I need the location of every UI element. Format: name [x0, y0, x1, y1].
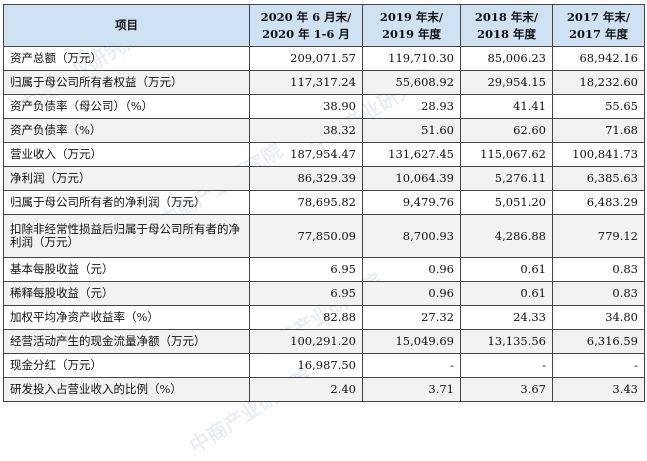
row-value: 85,006.23	[460, 46, 553, 71]
row-value: 3.67	[460, 377, 553, 402]
row-value: 10,064.39	[362, 166, 461, 191]
financial-summary-table: 项目 2020 年 6 月末/ 2020 年 1-6 月 2019 年末/ 20…	[3, 4, 645, 402]
row-value: 100,291.20	[249, 329, 363, 354]
table-row: 归属于母公司所有者的净利润（万元） 78,695.82 9,479.76 5,051.…	[3, 190, 645, 215]
row-label: 归属于母公司所有者权益（万元）	[3, 70, 250, 95]
row-value: 3.43	[552, 377, 645, 402]
row-label: 资产总额（万元）	[3, 46, 250, 71]
header-2017: 2017 年末/ 2017 年度	[552, 4, 645, 47]
row-label: 现金分红（万元）	[3, 353, 250, 378]
row-label: 研发投入占营业收入的比例（%）	[3, 377, 250, 402]
table-row: 基本每股收益（元） 6.95 0.96 0.61 0.83	[3, 257, 645, 282]
table-row: 加权平均净资产收益率（%） 82.88 27.32 24.33 34.80	[3, 305, 645, 330]
row-value: 82.88	[249, 305, 363, 330]
row-value: 0.96	[362, 257, 461, 282]
row-label: 加权平均净资产收益率（%）	[3, 305, 250, 330]
row-value: 86,329.39	[249, 166, 363, 191]
table-row: 扣除非经常性损益后归属于母公司所有者的净利润（万元） 77,850.09 8,700…	[3, 214, 645, 258]
row-label: 资产负债率（%）	[3, 118, 250, 143]
row-value: 38.32	[249, 118, 363, 143]
row-value: 6.95	[249, 257, 363, 282]
row-value: 71.68	[552, 118, 645, 143]
header-2020h1: 2020 年 6 月末/ 2020 年 1-6 月	[249, 4, 363, 47]
table-row: 归属于母公司所有者权益（万元） 117,317.24 55,608.92 29,954…	[3, 70, 645, 95]
header-2019: 2019 年末/ 2019 年度	[362, 4, 461, 47]
row-value: 2.40	[249, 377, 363, 402]
row-label: 经营活动产生的现金流量净额（万元）	[3, 329, 250, 354]
row-label: 资产负债率（母公司）（%）	[3, 94, 250, 119]
row-value: 5,276.11	[460, 166, 553, 191]
row-value: 62.60	[460, 118, 553, 143]
row-value: 187,954.47	[249, 142, 363, 167]
row-value: 51.60	[362, 118, 461, 143]
header-2018: 2018 年末/ 2018 年度	[460, 4, 553, 47]
header-item: 项目	[3, 4, 250, 47]
row-value: 9,479.76	[362, 190, 461, 215]
row-value: 24.33	[460, 305, 553, 330]
row-label: 归属于母公司所有者的净利润（万元）	[3, 190, 250, 215]
row-value: 3.71	[362, 377, 461, 402]
row-value: 119,710.30	[362, 46, 461, 71]
table-header-row: 项目 2020 年 6 月末/ 2020 年 1-6 月 2019 年末/ 20…	[3, 4, 645, 47]
row-value: 6.95	[249, 281, 363, 306]
row-value: 77,850.09	[249, 214, 363, 258]
row-value: 18,232.60	[552, 70, 645, 95]
table-body: 资产总额（万元） 209,071.57 119,710.30 85,006.23 68,…	[3, 46, 645, 402]
table-row: 资产负债率（母公司）（%） 38.90 28.93 41.41 55.65	[3, 94, 645, 119]
table-row: 现金分红（万元） 16,987.50- - -	[3, 353, 645, 378]
row-label: 扣除非经常性损益后归属于母公司所有者的净利润（万元）	[3, 214, 250, 258]
row-value: 0.96	[362, 281, 461, 306]
row-value: 0.61	[460, 281, 553, 306]
row-value: 100,841.73	[552, 142, 645, 167]
row-value: 6,385.63	[552, 166, 645, 191]
row-value: 0.61	[460, 257, 553, 282]
row-value: 16,987.50	[249, 353, 363, 378]
row-value: 0.83	[552, 257, 645, 282]
row-value: 29,954.15	[460, 70, 553, 95]
row-value: -	[362, 353, 461, 378]
row-value: 38.90	[249, 94, 363, 119]
row-value: 8,700.93	[362, 214, 461, 258]
row-value: 779.12	[552, 214, 645, 258]
row-value: 27.32	[362, 305, 461, 330]
row-value: 13,135.56	[460, 329, 553, 354]
row-label: 基本每股收益（元）	[3, 257, 250, 282]
row-value: 6,483.29	[552, 190, 645, 215]
row-value: 5,051.20	[460, 190, 553, 215]
table-row: 营业收入（万元） 187,954.47 131,627.45 115,067.62 10…	[3, 142, 645, 167]
row-label: 净利润（万元）	[3, 166, 250, 191]
table-row: 经营活动产生的现金流量净额（万元） 100,291.20 15,049.69 13,1…	[3, 329, 645, 354]
table-row: 净利润（万元） 86,329.39 10,064.39 5,276.11 6,385.6…	[3, 166, 645, 191]
row-value: 55,608.92	[362, 70, 461, 95]
row-value: 68,942.16	[552, 46, 645, 71]
row-value: 131,627.45	[362, 142, 461, 167]
row-label: 稀释每股收益（元）	[3, 281, 250, 306]
table-row: 资产总额（万元） 209,071.57 119,710.30 85,006.23 68,…	[3, 46, 645, 71]
row-value: 117,317.24	[249, 70, 363, 95]
row-value: 4,286.88	[460, 214, 553, 258]
table-row: 稀释每股收益（元） 6.95 0.96 0.61 0.83	[3, 281, 645, 306]
row-value: 6,316.59	[552, 329, 645, 354]
table-row: 资产负债率（%） 38.32 51.60 62.60 71.68	[3, 118, 645, 143]
row-value: 15,049.69	[362, 329, 461, 354]
row-value: -	[460, 353, 553, 378]
row-value: 41.41	[460, 94, 553, 119]
row-value: 209,071.57	[249, 46, 363, 71]
table-row: 研发投入占营业收入的比例（%） 2.40 3.71 3.67 3.43	[3, 377, 645, 402]
row-value: 0.83	[552, 281, 645, 306]
row-value: 34.80	[552, 305, 645, 330]
row-value: 28.93	[362, 94, 461, 119]
row-value: 115,067.62	[460, 142, 553, 167]
row-value: -	[552, 353, 645, 378]
row-value: 78,695.82	[249, 190, 363, 215]
row-label: 营业收入（万元）	[3, 142, 250, 167]
row-value: 55.65	[552, 94, 645, 119]
